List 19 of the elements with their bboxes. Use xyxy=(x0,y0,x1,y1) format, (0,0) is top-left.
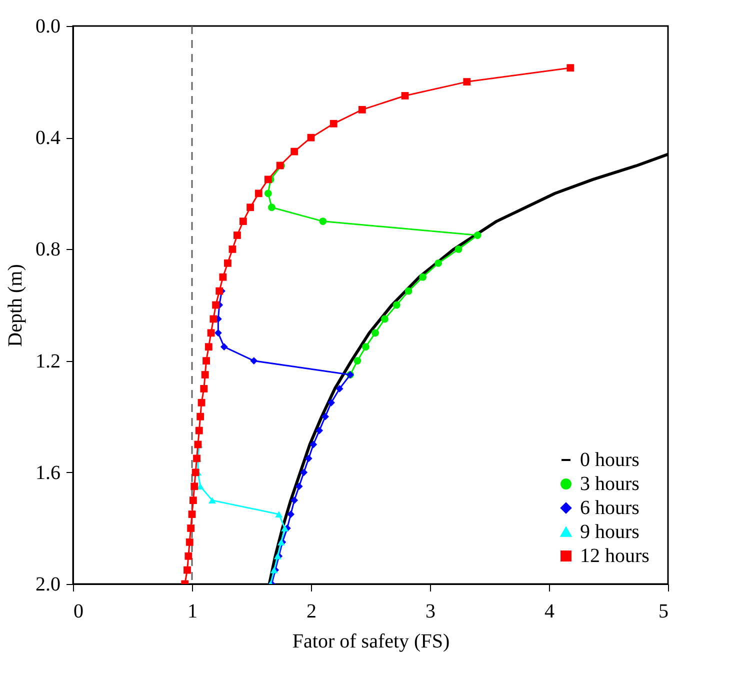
x-tick-label: 0 xyxy=(74,600,84,622)
legend-label: 9 hours xyxy=(580,521,640,543)
y-tick-label: 1.2 xyxy=(36,350,60,372)
legend-label: 12 hours xyxy=(580,545,650,567)
legend-label: 6 hours xyxy=(580,497,640,519)
legend-label: 3 hours xyxy=(580,473,640,495)
y-tick-label: 2.0 xyxy=(36,574,60,596)
x-tick-label: 2 xyxy=(306,600,316,622)
x-tick-label: 4 xyxy=(544,600,554,622)
y-axis-title: Depth (m) xyxy=(4,264,26,347)
y-tick-label: 0.4 xyxy=(36,127,60,150)
x-tick-label: 1 xyxy=(188,600,198,622)
x-axis-title: Fator of safety (FS) xyxy=(292,630,450,652)
legend-label: 0 hours xyxy=(580,449,640,471)
x-tick-label: 5 xyxy=(658,600,668,622)
x-tick-label: 3 xyxy=(426,600,436,622)
y-tick-label: 1.6 xyxy=(36,462,60,484)
y-tick-label: 0.0 xyxy=(36,16,60,38)
y-tick-label: 0.8 xyxy=(36,238,60,261)
